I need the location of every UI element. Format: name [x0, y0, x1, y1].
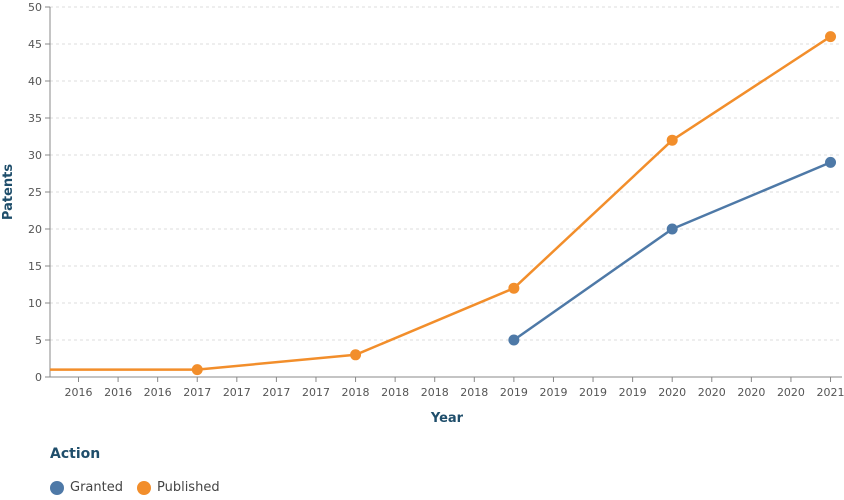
x-tick-label: 2020	[777, 386, 805, 399]
data-point-granted[interactable]	[666, 223, 678, 235]
x-axis-title: Year	[430, 411, 464, 426]
x-tick-label: 2016	[144, 386, 172, 399]
y-axis-title: Patents	[1, 164, 16, 220]
legend-label-published: Published	[156, 480, 220, 495]
legend-items: Granted Published	[50, 480, 226, 495]
series-line-granted	[513, 161, 832, 342]
legend-swatch-published	[136, 480, 151, 495]
x-tick-label: 2020	[658, 386, 686, 399]
x-tick-label: 2016	[65, 386, 93, 399]
y-tick-label: 0	[35, 371, 42, 384]
x-tick-label: 2018	[381, 386, 409, 399]
y-tick-label: 30	[28, 149, 42, 162]
x-tick-label: 2019	[539, 386, 567, 399]
x-tick-label: 2019	[619, 386, 647, 399]
data-point-granted[interactable]	[508, 334, 520, 346]
series-granted	[508, 156, 837, 346]
legend: Action Granted Published	[50, 446, 226, 495]
x-tick-label: 2020	[698, 386, 726, 399]
data-point-granted[interactable]	[825, 156, 837, 168]
data-point-published[interactable]	[508, 282, 520, 294]
series-layer	[50, 31, 837, 376]
x-tick-label: 2019	[579, 386, 607, 399]
y-tick-label: 50	[28, 1, 42, 14]
legend-label-granted: Granted	[70, 480, 123, 495]
legend-swatch-granted	[50, 480, 64, 495]
legend-title: Action	[50, 446, 101, 462]
x-tick-label: 2018	[460, 386, 488, 399]
legend-item-granted[interactable]: Granted	[50, 480, 123, 495]
x-tick-label: 2021	[817, 386, 844, 399]
x-tick-label: 2020	[737, 386, 765, 399]
x-tick-label: 2017	[223, 386, 251, 399]
legend-item-published[interactable]: Published	[136, 480, 220, 495]
y-tick-label: 25	[28, 186, 42, 199]
data-point-published[interactable]	[666, 134, 678, 146]
series-published	[50, 31, 837, 376]
y-tick-label: 15	[28, 260, 42, 273]
y-tick-label: 10	[28, 297, 42, 310]
x-tick-label: 2018	[342, 386, 370, 399]
y-tick-label: 35	[28, 112, 42, 125]
y-axis-ticks: 0 5 10 15 20 25 30 35 40 45 50	[28, 1, 50, 384]
y-tick-label: 5	[35, 334, 42, 347]
data-point-published[interactable]	[350, 349, 362, 361]
series-line-published	[50, 35, 832, 371]
x-tick-label: 2017	[183, 386, 211, 399]
data-point-published[interactable]	[191, 364, 203, 376]
x-axis-ticks: 2016 2016 2016 2017 2017 2017 2017 2018 2018 2018…	[65, 377, 844, 399]
y-tick-label: 40	[28, 75, 42, 88]
grid	[50, 6, 842, 341]
data-point-published[interactable]	[825, 31, 837, 43]
x-tick-label: 2017	[262, 386, 290, 399]
x-tick-label: 2018	[421, 386, 449, 399]
y-tick-label: 45	[28, 38, 42, 51]
x-tick-label: 2019	[500, 386, 528, 399]
y-tick-label: 20	[28, 223, 42, 236]
x-tick-label: 2017	[302, 386, 330, 399]
x-tick-label: 2016	[104, 386, 132, 399]
